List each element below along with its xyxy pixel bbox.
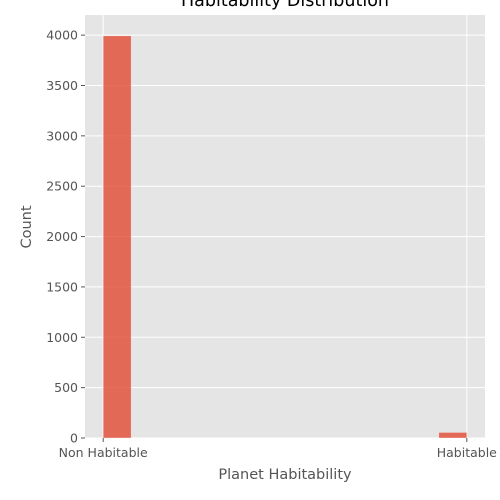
bar [438, 432, 468, 439]
y-tick-label: 4000 [46, 28, 78, 43]
x-tick-label: Non Habitable [59, 445, 148, 460]
y-tick-label: 1000 [46, 330, 78, 345]
y-tick-label: 1500 [46, 279, 78, 294]
bars [102, 35, 468, 439]
y-tick-label: 3500 [46, 78, 78, 93]
x-axis-label: Planet Habitability [218, 467, 352, 483]
plot-area [85, 15, 485, 438]
y-tick-label: 500 [54, 380, 78, 395]
bar [102, 35, 132, 439]
y-tick-label: 2000 [46, 229, 78, 244]
x-axis-ticks: Non Habitable Habitable [59, 438, 497, 460]
y-tick-label: 2500 [46, 179, 78, 194]
y-axis-label: Count [19, 205, 35, 248]
y-axis-ticks: 0 500 1000 1500 2000 2500 3000 3500 4000 [46, 28, 85, 446]
y-tick-label: 0 [70, 431, 78, 446]
x-tick-label: Habitable [437, 445, 497, 460]
y-tick-label: 3000 [46, 128, 78, 143]
chart-title: Habitability Distribution [181, 0, 389, 11]
